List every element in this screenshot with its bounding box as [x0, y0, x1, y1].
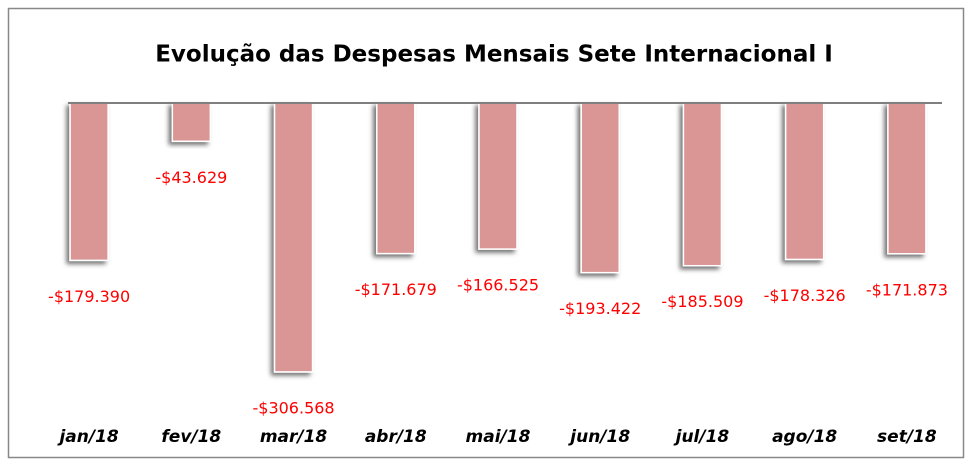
x-tick-label: mar/18 [260, 427, 328, 447]
x-tick-label: abr/18 [365, 427, 427, 447]
bar [171, 102, 212, 143]
data-label: -$166.525 [457, 276, 539, 295]
bar [376, 102, 416, 255]
bar [478, 102, 518, 250]
bar [887, 102, 927, 255]
x-tick-label: mai/18 [466, 427, 531, 447]
data-label: -$193.422 [559, 299, 641, 318]
chart-title: Evolução das Despesas Mensais Sete Inter… [155, 42, 833, 68]
data-label: -$185.509 [661, 292, 743, 311]
x-tick-label: jan/18 [56, 427, 118, 447]
bar [273, 102, 314, 373]
x-tick-label: fev/18 [161, 427, 221, 447]
bar [784, 102, 825, 261]
data-label: -$43.629 [155, 168, 227, 187]
x-tick-label: jun/18 [567, 427, 630, 447]
data-label: -$306.568 [252, 398, 334, 417]
bar [69, 102, 109, 262]
data-label: -$178.326 [764, 286, 846, 305]
x-tick-label: set/18 [877, 427, 937, 447]
x-tick-label: ago/18 [772, 427, 837, 447]
bar [580, 102, 620, 274]
data-label: -$171.679 [355, 280, 437, 299]
data-label: -$179.390 [48, 287, 130, 306]
bar [682, 102, 723, 267]
data-label: -$171.873 [866, 280, 948, 299]
x-tick-label: jul/18 [673, 427, 730, 447]
